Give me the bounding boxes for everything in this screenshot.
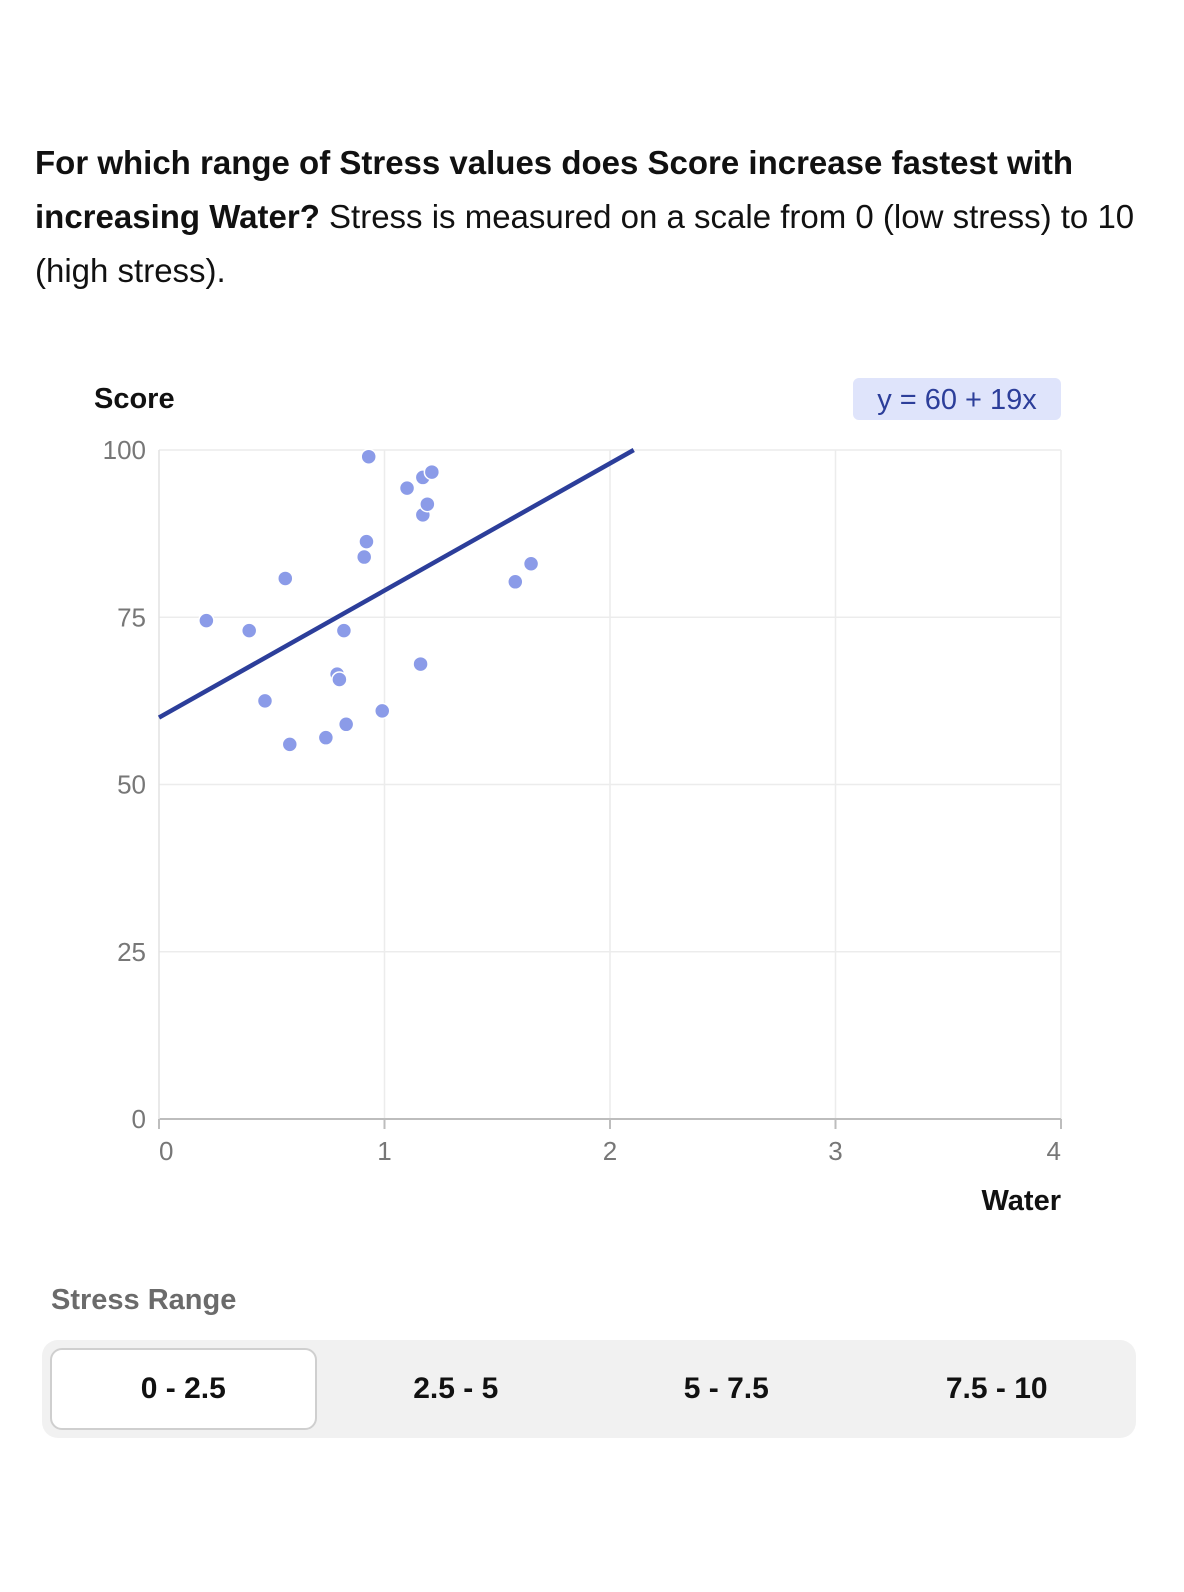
x-tick-label-0: 0 [159,1136,173,1166]
y-tick-label-2: 50 [117,770,146,800]
data-point-20 [507,573,524,591]
x-axis-title: Water [982,1185,1062,1217]
fit-line-layer [157,448,635,720]
grid-layer [159,449,1062,1119]
data-point-7 [331,671,348,688]
equation-label: y = 60 + 19x [877,384,1037,416]
axis-layer: 0 1 2 3 4 0 25 50 75 100 [103,435,1062,1166]
regression-line [157,448,635,720]
stress-range-option-1[interactable]: 2.5 - 5 [413,1372,499,1405]
data-point-18 [419,495,436,513]
x-tick-label-3: 3 [828,1136,842,1166]
data-point-14 [398,479,416,497]
question-rest: Stress is measured on a scale from 0 (lo… [35,198,1135,289]
x-tick-label-1: 1 [377,1136,391,1166]
stress-range-title: Stress Range [51,1284,237,1316]
stress-range-option-2[interactable]: 5 - 7.5 [683,1372,769,1405]
stress-range-selector: 0 - 2.5 2.5 - 5 5 - 7.5 7.5 - 10 [42,1340,1136,1438]
y-tick-label-0: 0 [132,1104,146,1134]
data-point-2 [256,692,274,710]
data-point-15 [412,655,429,673]
x-tick-label-4: 4 [1047,1136,1061,1166]
data-point-11 [358,533,375,550]
data-point-0 [198,612,215,629]
x-tick-label-2: 2 [603,1136,617,1166]
question-text: For which range of Stress values does Sc… [35,136,1145,298]
y-axis-title: Score [94,383,175,415]
points-layer [198,448,540,753]
scatter-chart: 0 1 2 3 4 0 25 50 75 100 Score Water y = 60 + 19x [94,378,1062,1217]
question-bold: For which range of Stress values does Sc… [35,144,1074,235]
data-point-4 [281,736,299,753]
y-tick-label-3: 75 [117,602,146,632]
data-point-5 [317,729,335,746]
data-point-13 [373,702,391,720]
stress-range-option-0[interactable]: 0 - 2.5 [50,1348,317,1430]
data-point-1 [240,622,258,639]
data-point-12 [360,448,377,465]
equation-badge [853,378,1061,420]
stress-range-option-3[interactable]: 7.5 - 10 [945,1372,1048,1405]
data-point-8 [335,622,353,639]
data-point-10 [355,548,373,566]
data-point-3 [277,570,294,587]
chart-container: 0 1 2 3 4 0 25 50 75 100 Score Water y = 60 + 19x [0,360,1184,1240]
y-tick-label-1: 25 [117,937,146,967]
data-point-21 [522,555,540,572]
data-point-19 [423,463,441,481]
y-tick-label-4: 100 [103,435,146,465]
data-point-9 [337,716,355,733]
